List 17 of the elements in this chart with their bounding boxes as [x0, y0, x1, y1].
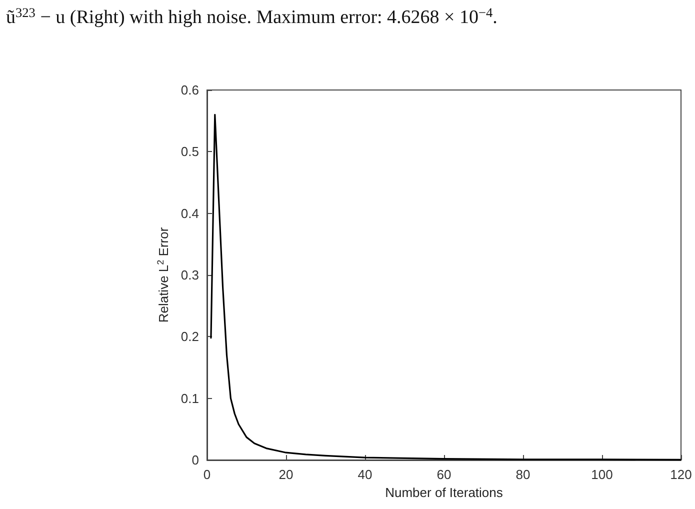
y-tick-label: 0.3	[180, 268, 199, 282]
y-tick-label: 0.5	[180, 144, 199, 160]
x-tick-label: 120	[670, 467, 692, 482]
y-tick-label: 0.2	[180, 329, 199, 344]
y-axis-title: Relative L2 Error	[155, 226, 172, 323]
x-tick-label: 100	[591, 467, 613, 482]
x-tick-label: 20	[278, 467, 294, 482]
x-tick-label: 0	[203, 467, 211, 482]
x-tick-label: 40	[358, 467, 372, 482]
x-tick-label: 80	[516, 467, 530, 482]
y-tick-label: 0	[192, 452, 199, 468]
x-axis-title: Number of Iterations	[385, 484, 504, 500]
y-tick-label: 0.6	[180, 82, 199, 98]
y-tick-label: 0.1	[180, 390, 199, 406]
x-tick-label: 60	[436, 467, 452, 482]
line-series	[210, 114, 682, 460]
y-tick-label: 0.4	[180, 206, 199, 221]
